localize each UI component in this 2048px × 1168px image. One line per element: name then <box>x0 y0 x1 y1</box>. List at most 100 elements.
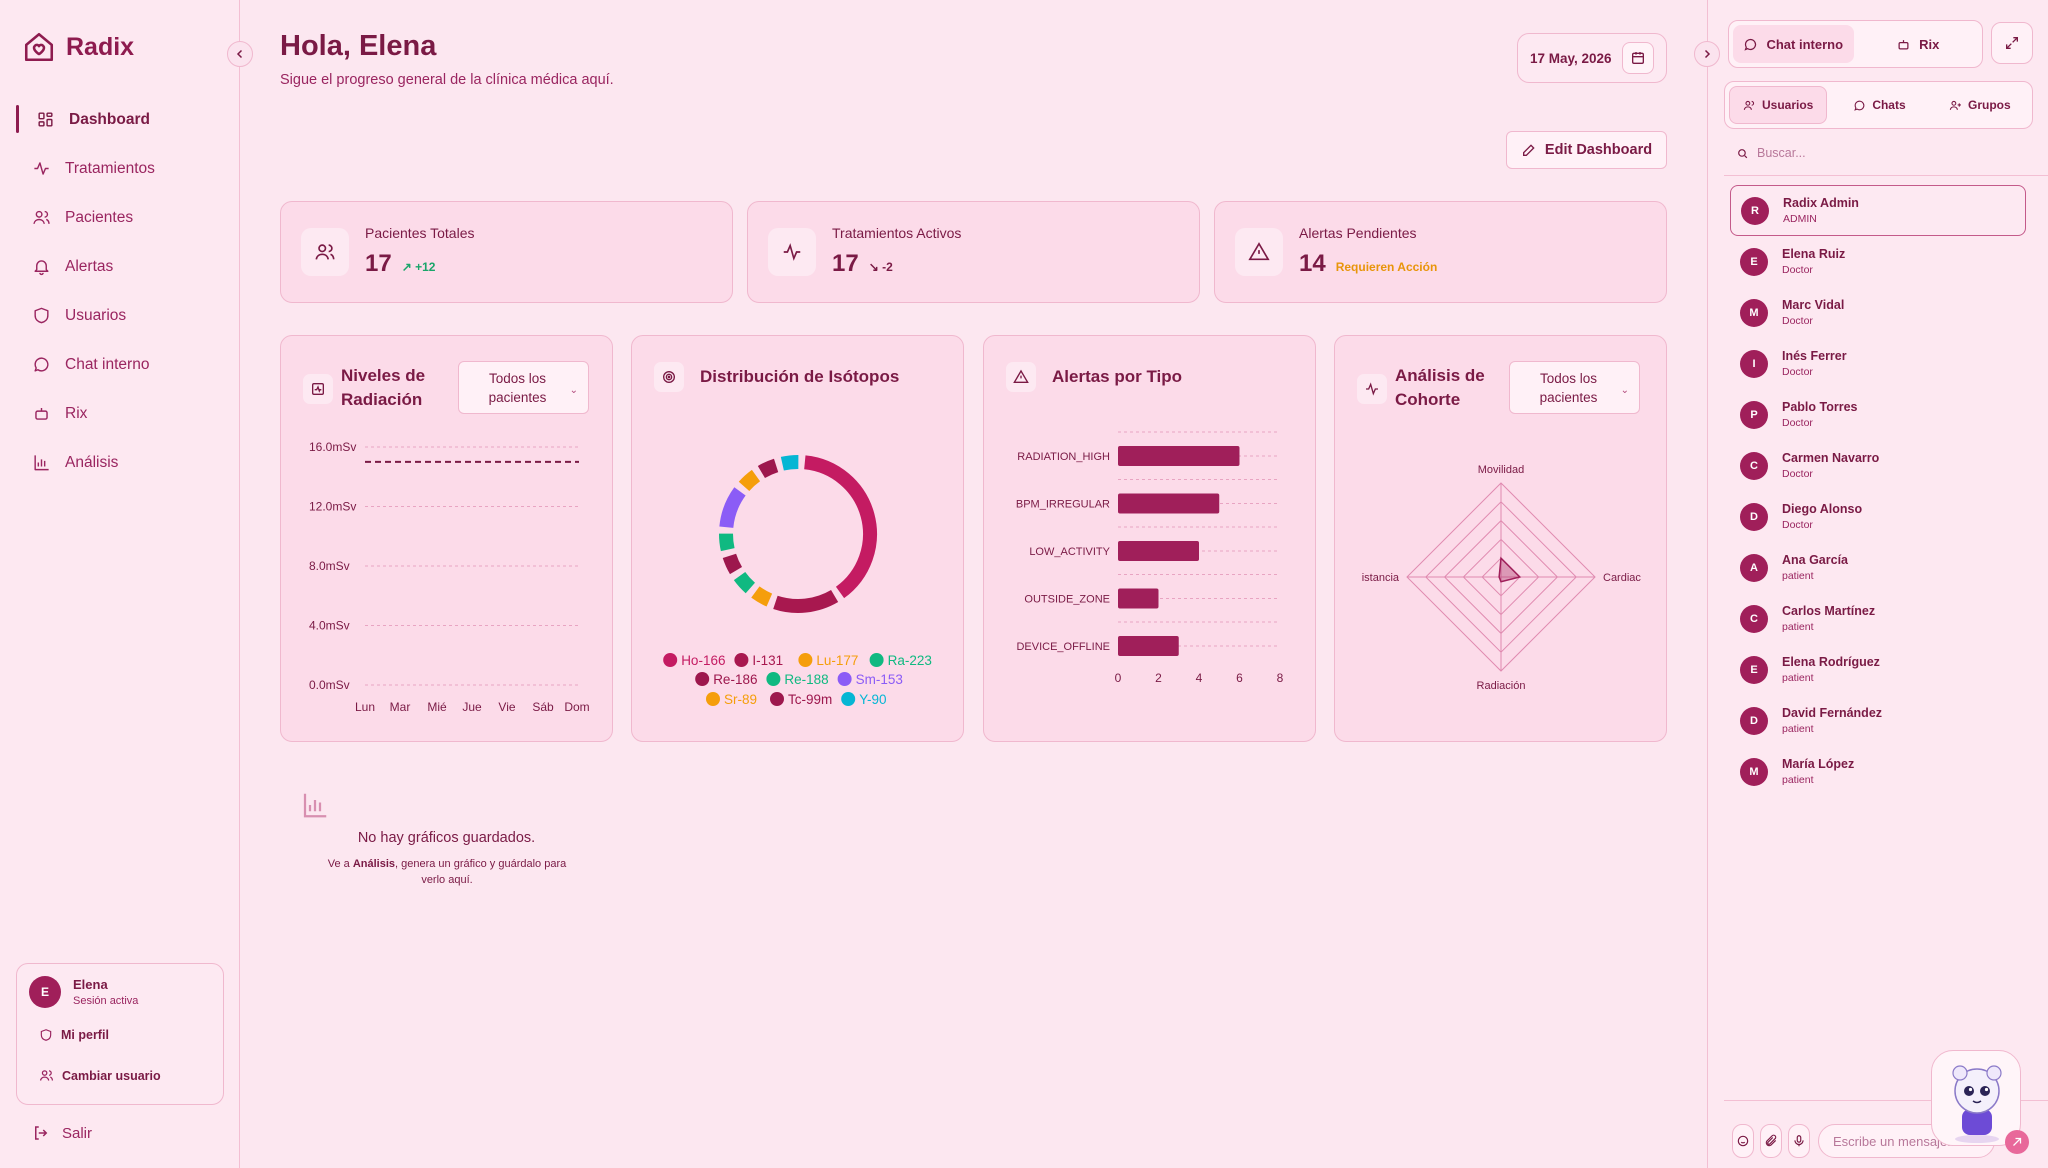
user-list-item[interactable]: D Diego Alonso Doctor <box>1730 491 2026 542</box>
avatar: M <box>1740 757 1768 786</box>
send-button[interactable] <box>2005 1130 2029 1154</box>
user-name: María López <box>1782 757 1855 771</box>
tab-chats[interactable]: Chats <box>1831 86 1927 124</box>
user-list-item[interactable]: C Carlos Martínez patient <box>1730 593 2026 644</box>
donut-slice-ra-223[interactable] <box>733 571 756 594</box>
bar-low-activity[interactable] <box>1118 541 1199 561</box>
logo[interactable]: Radix <box>22 30 134 64</box>
user-list-item[interactable]: A Ana García patient <box>1730 542 2026 593</box>
x-tick-label: Sáb <box>532 700 554 714</box>
cohort-radar-chart: Movilidad Cardiac Radiación istancia <box>1362 464 1642 692</box>
user-list-item[interactable]: E Elena Ruiz Doctor <box>1730 236 2026 287</box>
user-list-item[interactable]: R Radix Admin ADMIN <box>1730 185 2026 236</box>
sidebar-item-usuarios[interactable]: Usuarios <box>16 291 224 340</box>
user-list-item[interactable]: P Pablo Torres Doctor <box>1730 389 2026 440</box>
expand-panel-button[interactable] <box>1991 22 2033 64</box>
donut-slice-tc-99m[interactable] <box>757 458 779 479</box>
sidebar-item-alertas[interactable]: Alertas <box>16 242 224 291</box>
avatar: C <box>1740 604 1768 633</box>
tab-users-label: Usuarios <box>1761 98 1814 112</box>
card-title: Distribución de Isótopos <box>700 367 900 386</box>
tab-users[interactable]: Usuarios <box>1729 86 1828 124</box>
donut-slice-sr-89[interactable] <box>738 469 761 492</box>
user-role: Doctor <box>1782 417 1813 429</box>
stat-card-alerts[interactable]: Alertas Pendientes 14 Requieren Acción <box>1214 201 1667 303</box>
stat-value: 14 <box>1299 250 1326 277</box>
donut-slice-re-188[interactable] <box>719 533 735 552</box>
user-list-item[interactable]: E Elena Rodríguez patient <box>1730 644 2026 695</box>
attach-button[interactable] <box>1760 1124 1782 1158</box>
bar-radiation-high[interactable] <box>1118 446 1240 466</box>
user-list-item[interactable]: D David Fernández patient <box>1730 695 2026 746</box>
analysis-link[interactable]: Análisis <box>352 858 396 870</box>
grid-icon <box>38 112 53 127</box>
card-title: Niveles de Radiación <box>341 366 426 409</box>
category-label: RADIATION_HIGH <box>1017 451 1110 463</box>
sidebar-item-rix[interactable]: Rix <box>16 389 224 438</box>
page-subtitle: Sigue el progreso general de la clínica … <box>280 72 614 88</box>
sidebar-item-pacientes[interactable]: Pacientes <box>16 193 224 242</box>
user-list-item[interactable]: I Inés Ferrer Doctor <box>1730 338 2026 389</box>
patient-filter-select[interactable]: Todos los pacientes ⌄ <box>458 361 589 414</box>
users-icon <box>39 1070 54 1081</box>
my-profile-link[interactable]: Mi perfil <box>39 1028 109 1042</box>
bar-device-offline[interactable] <box>1118 636 1179 656</box>
sidebar-item-label: Usuarios <box>65 306 127 324</box>
legend-swatch <box>869 653 884 667</box>
legend-swatch <box>766 672 781 686</box>
stat-delta-text: Requieren Acción <box>1335 260 1438 274</box>
stat-card-patients[interactable]: Pacientes Totales 17 ↗ +12 <box>280 201 733 303</box>
sidebar-item-chat-interno[interactable]: Chat interno <box>16 340 224 389</box>
donut-slice-y-90[interactable] <box>780 455 799 471</box>
bar-bpm-irregular[interactable] <box>1118 493 1220 514</box>
user-search[interactable]: Buscar... <box>1736 146 1806 160</box>
user-role: patient <box>1782 723 1814 735</box>
category-label: OUTSIDE_ZONE <box>1024 594 1110 606</box>
logout-button[interactable]: Salir <box>32 1124 92 1142</box>
user-list: R Radix Admin ADMIN E Elena Ruiz Doctor M Marc … <box>1730 185 2026 797</box>
user-list-item[interactable]: C Carmen Navarro Doctor <box>1730 440 2026 491</box>
chat-icon <box>1854 100 1865 111</box>
sidebar-item-tratamientos[interactable]: Tratamientos <box>16 144 224 193</box>
microphone-button[interactable] <box>1788 1124 1810 1158</box>
sidebar-item-label: Dashboard <box>69 110 150 128</box>
search-input[interactable]: Buscar... <box>1757 146 1806 160</box>
date-picker[interactable]: 17 May, 2026 <box>1517 33 1667 83</box>
activity-icon <box>34 162 49 175</box>
user-list-item[interactable]: M Marc Vidal Doctor <box>1730 287 2026 338</box>
chevron-right-icon <box>1704 49 1711 59</box>
tab-internal-chat[interactable]: Chat interno <box>1733 25 1854 63</box>
isotope-donut-chart: Ho-166 I-131 Lu-177 Ra-223 Re-186 Re-188 Sm-15… <box>663 455 932 707</box>
donut-slice-ho-166[interactable] <box>803 455 877 599</box>
patient-filter-select[interactable]: Todos los pacientes ⌄ <box>1509 361 1640 414</box>
donut-slice-i-131[interactable] <box>773 589 839 613</box>
emoji-button[interactable] <box>1732 1124 1754 1158</box>
radiation-chart-card: Niveles de Radiación Todos los pacientes… <box>280 335 613 742</box>
user-role: patient <box>1782 774 1814 786</box>
switch-user-link[interactable]: Cambiar usuario <box>39 1068 161 1083</box>
donut-slice-lu-177[interactable] <box>751 586 773 607</box>
user-name: Diego Alonso <box>1782 502 1863 516</box>
empty-text-pre: Ve a <box>327 858 353 870</box>
x-tick-label: Mié <box>427 700 447 714</box>
sidebar: Radix Dashboard Tratamientos Pacientes Aler… <box>0 0 240 1168</box>
sidebar-item-an-lisis[interactable]: Análisis <box>16 438 224 487</box>
stat-value: 17 <box>365 250 392 277</box>
bar-outside-zone[interactable] <box>1118 588 1159 609</box>
legend-label: I-131 <box>752 653 783 668</box>
sidebar-item-dashboard[interactable]: Dashboard <box>16 95 224 144</box>
tab-groups[interactable]: Grupos <box>1932 86 2028 124</box>
donut-slice-sm-153[interactable] <box>719 487 746 529</box>
calendar-button[interactable] <box>1621 42 1654 74</box>
stat-card-treatments[interactable]: Tratamientos Activos 17 ↘ -2 <box>747 201 1200 303</box>
collapse-sidebar-button[interactable] <box>227 41 253 67</box>
tab-rix[interactable]: Rix <box>1858 25 1979 63</box>
user-list-item[interactable]: M María López patient <box>1730 746 2026 797</box>
edit-dashboard-button[interactable]: Edit Dashboard <box>1506 131 1667 169</box>
bot-icon <box>1898 39 1909 49</box>
stat-delta: ↗ +12 <box>401 260 436 274</box>
rix-mascot[interactable] <box>1931 1050 2021 1146</box>
donut-slice-re-186[interactable] <box>722 553 743 575</box>
toggle-right-panel-button[interactable] <box>1694 41 1720 67</box>
category-label: LOW_ACTIVITY <box>1029 546 1110 558</box>
